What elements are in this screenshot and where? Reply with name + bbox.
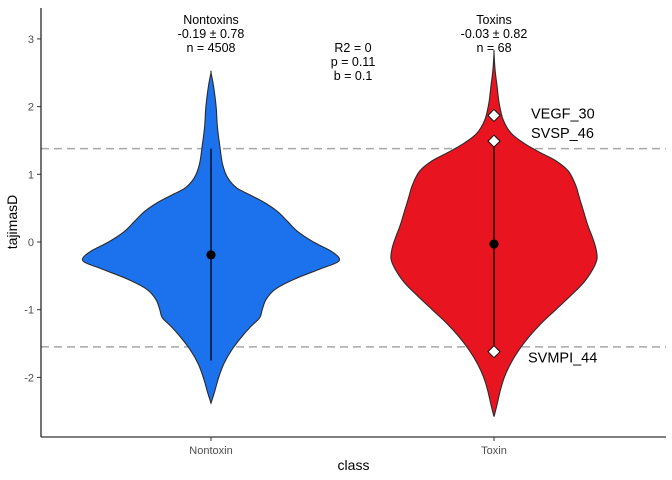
- x-tick-label-nontoxin: Nontoxin: [189, 445, 232, 457]
- y-ticks: -2 -1 0 1 2 3: [24, 34, 41, 384]
- reference-lines: [41, 147, 666, 348]
- annotation-nontoxin-1: -0.19 ± 0.78: [178, 27, 245, 41]
- mean-points: [206, 239, 499, 260]
- y-tick-label--2: -2: [24, 372, 34, 384]
- x-axis-title: class: [338, 457, 370, 473]
- highlight-point-vegf-30: [487, 108, 501, 123]
- stats-annotation-2: b = 0.1: [334, 69, 373, 83]
- y-tick-label-3: 3: [28, 34, 34, 46]
- axes: [40, 8, 666, 438]
- annotation-nontoxin-2: n = 4508: [186, 41, 235, 55]
- highlight-label-svsp-46: SVSP_46: [531, 126, 594, 142]
- highlight-point-svsp-46: [487, 134, 501, 148]
- annotation-toxin-2: n = 68: [476, 41, 511, 55]
- annotation-toxin-1: -0.03 ± 0.82: [461, 27, 528, 41]
- annotation-nontoxin-0: Nontoxins: [183, 13, 239, 27]
- x-ticks: Nontoxin Toxin: [189, 437, 507, 457]
- y-axis-title: tajimasD: [4, 195, 20, 249]
- highlight-label-svmpi-44: SVMPI_44: [528, 351, 597, 367]
- highlight-points: VEGF_30 SVSP_46 SVMPI_44: [487, 106, 597, 367]
- stats-annotation-0: R2 = 0: [334, 41, 371, 55]
- mean-point-nontoxin: [206, 250, 216, 260]
- stats-annotation-1: p = 0.11: [331, 55, 376, 69]
- annotations: Nontoxins-0.19 ± 0.78n = 4508 Toxins-0.03…: [178, 13, 528, 83]
- annotation-toxin-0: Toxins: [476, 13, 511, 27]
- x-tick-label-toxin: Toxin: [481, 445, 507, 457]
- y-tick-label-2: 2: [28, 102, 34, 114]
- highlight-point-svmpi-44: [487, 345, 501, 359]
- mean-point-toxin: [489, 239, 499, 249]
- violins: [81, 49, 598, 417]
- y-tick-label-0: 0: [28, 237, 34, 249]
- y-tick-label-1: 1: [28, 169, 34, 181]
- y-tick-label--1: -1: [24, 305, 34, 317]
- highlight-label-vegf-30: VEGF_30: [531, 106, 595, 122]
